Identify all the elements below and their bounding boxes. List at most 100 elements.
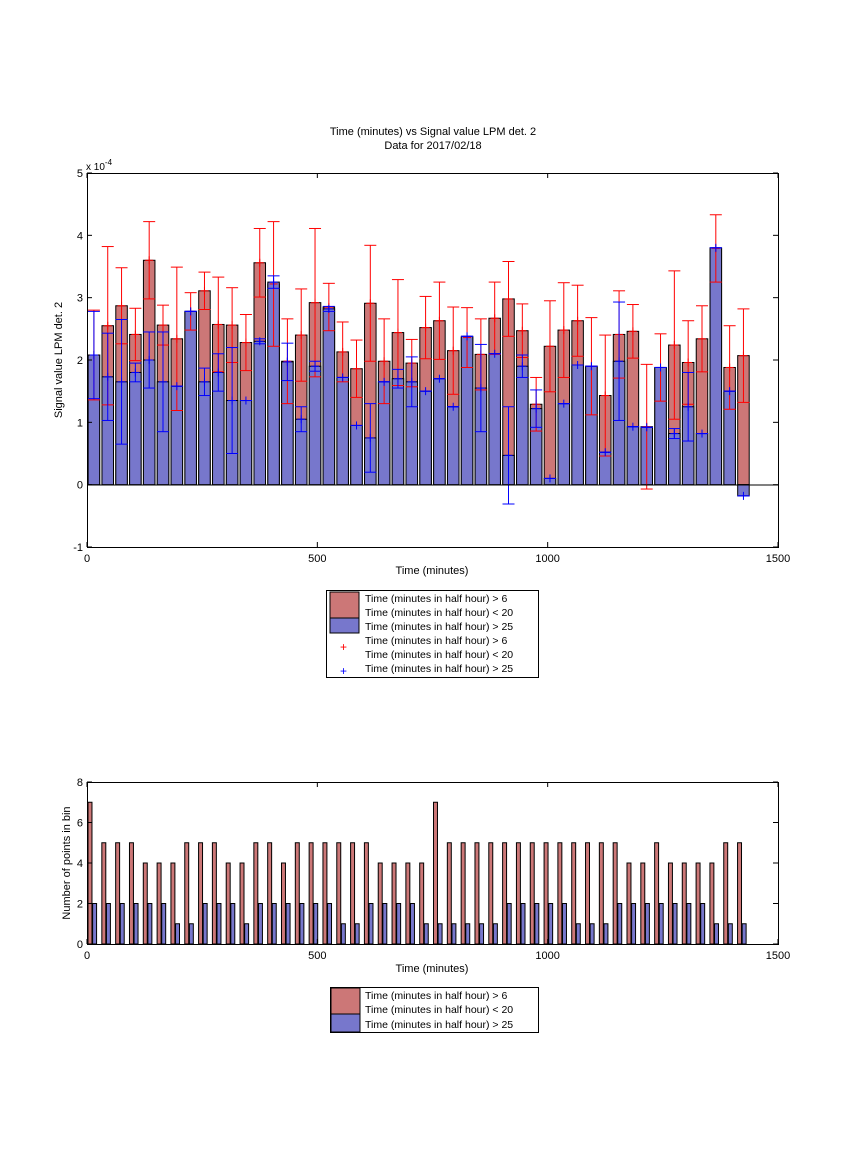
red-count-bar [446, 842, 452, 945]
red-error-bar [239, 313, 252, 372]
signal-chart: Time (minutes) vs Signal value LPM det. … [53, 126, 790, 577]
top-y-tick-label: 1 [77, 417, 83, 429]
blue-bar [709, 247, 723, 486]
blue-error-bar [433, 374, 446, 383]
blue-bar [557, 403, 571, 486]
red-count-bar [460, 842, 466, 945]
blue-count-bar [161, 903, 167, 945]
red-count-bar [502, 842, 508, 945]
blue-count-bar [714, 923, 719, 945]
red-count-bar [557, 842, 563, 945]
blue-count-bar [230, 903, 236, 945]
blue-count-bar [451, 923, 457, 945]
red-count-bar [170, 862, 176, 945]
red-count-bar [488, 842, 494, 945]
blue-count-bar [105, 903, 111, 945]
blue-count-bar [396, 903, 402, 945]
blue-error-bar [391, 368, 404, 389]
red-error-bar [336, 321, 349, 383]
red-error-bar [723, 325, 736, 410]
red-count-bar [405, 862, 411, 945]
top-y-ticks: -1 0 1 2 3 4 5 [73, 168, 778, 554]
red-count-bar [267, 842, 273, 945]
blue-error-bar [419, 387, 432, 396]
count-chart: 0 500 1000 1500 0 2 4 6 8 Time (minutes) Number… [61, 777, 790, 975]
blue-count-bar [368, 903, 374, 945]
top-bars [87, 247, 750, 497]
blue-count-bar [658, 903, 664, 945]
red-error-bar [433, 281, 446, 360]
red-count-bar [667, 862, 673, 945]
blue-error-bar [239, 396, 252, 405]
blue-count-bar [520, 903, 526, 945]
red-count-bar [419, 862, 425, 945]
blue-error-bar [143, 331, 156, 389]
top-x-tick-label: 0 [84, 553, 90, 565]
blue-error-bar [723, 387, 736, 396]
blue-bar [350, 424, 363, 486]
red-count-bar [626, 862, 632, 945]
blue-error-bar [668, 428, 681, 440]
blue-count-bar [589, 923, 595, 945]
blue-error-bar [488, 349, 501, 358]
blue-bar [129, 371, 142, 486]
top-legend-box [326, 590, 539, 678]
red-count-bar [308, 842, 314, 945]
blue-error-bar [654, 363, 667, 372]
bottom-legend-entry-1-line-1: Time (minutes in half hour) > 6 [365, 990, 507, 1002]
blue-count-bar [492, 923, 498, 945]
red-count-bar [198, 842, 204, 945]
red-error-bar [198, 271, 211, 311]
red-count-bar [474, 842, 480, 945]
blue-error-bar [157, 331, 170, 433]
blue-bar [336, 376, 349, 486]
blue-bar [184, 310, 197, 486]
blue-count-bar [271, 903, 277, 945]
red-count-bar [612, 842, 618, 945]
blue-count-bar [147, 903, 153, 945]
blue-count-bar [313, 903, 319, 945]
red-count-bar [87, 801, 93, 945]
blue-count-bar [548, 903, 554, 945]
top-legend-marker-red: + [340, 640, 347, 654]
top-legend: Time (minutes in half hour) > 6 Time (mi… [326, 590, 539, 678]
red-count-bar [529, 842, 535, 945]
red-count-bar [654, 842, 660, 945]
blue-count-bar [244, 923, 250, 945]
red-error-bar [378, 318, 391, 405]
blue-error-bar [212, 353, 225, 392]
blue-bar [253, 340, 267, 486]
chart-title-line-2: Data for 2017/02/18 [384, 140, 481, 152]
blue-error-bar [101, 332, 114, 421]
blue-error-bar [626, 422, 639, 431]
blue-bar [626, 426, 640, 486]
bottom-legend-entry-2-line-1: Time (minutes in half hour) > 25 [365, 1019, 513, 1031]
red-count-bar [515, 842, 521, 945]
red-count-bar [585, 842, 590, 945]
blue-error-bar [226, 347, 239, 454]
red-count-bar [253, 842, 259, 945]
top-legend-marker-blue: + [340, 664, 347, 678]
bottom-legend-box [330, 987, 539, 1033]
bottom-x-tick-label: 0 [84, 950, 90, 962]
top-y-tick-label: 5 [77, 168, 83, 180]
bottom-y-tick-label: 2 [77, 899, 83, 911]
blue-bar [668, 433, 681, 486]
bottom-y-tick-label: 8 [77, 777, 83, 789]
blue-bar [419, 390, 432, 486]
red-count-bar [377, 862, 383, 945]
top-x-tick-label: 1000 [535, 553, 559, 565]
red-error-bar [447, 306, 460, 395]
top-legend-entry-1-line-2: Time (minutes in half hour) < 20 [365, 607, 513, 619]
red-error-bar [295, 288, 308, 382]
blue-count-bar [672, 903, 678, 945]
red-count-bar [115, 842, 121, 945]
chart-title-line-1: Time (minutes) vs Signal value LPM det. … [330, 126, 536, 138]
blue-error-bar [170, 382, 183, 391]
blue-count-bar [216, 903, 222, 945]
blue-count-bar [299, 903, 305, 945]
blue-error-bar [350, 421, 363, 430]
red-count-bar [350, 842, 356, 945]
blue-error-bar [530, 389, 543, 428]
